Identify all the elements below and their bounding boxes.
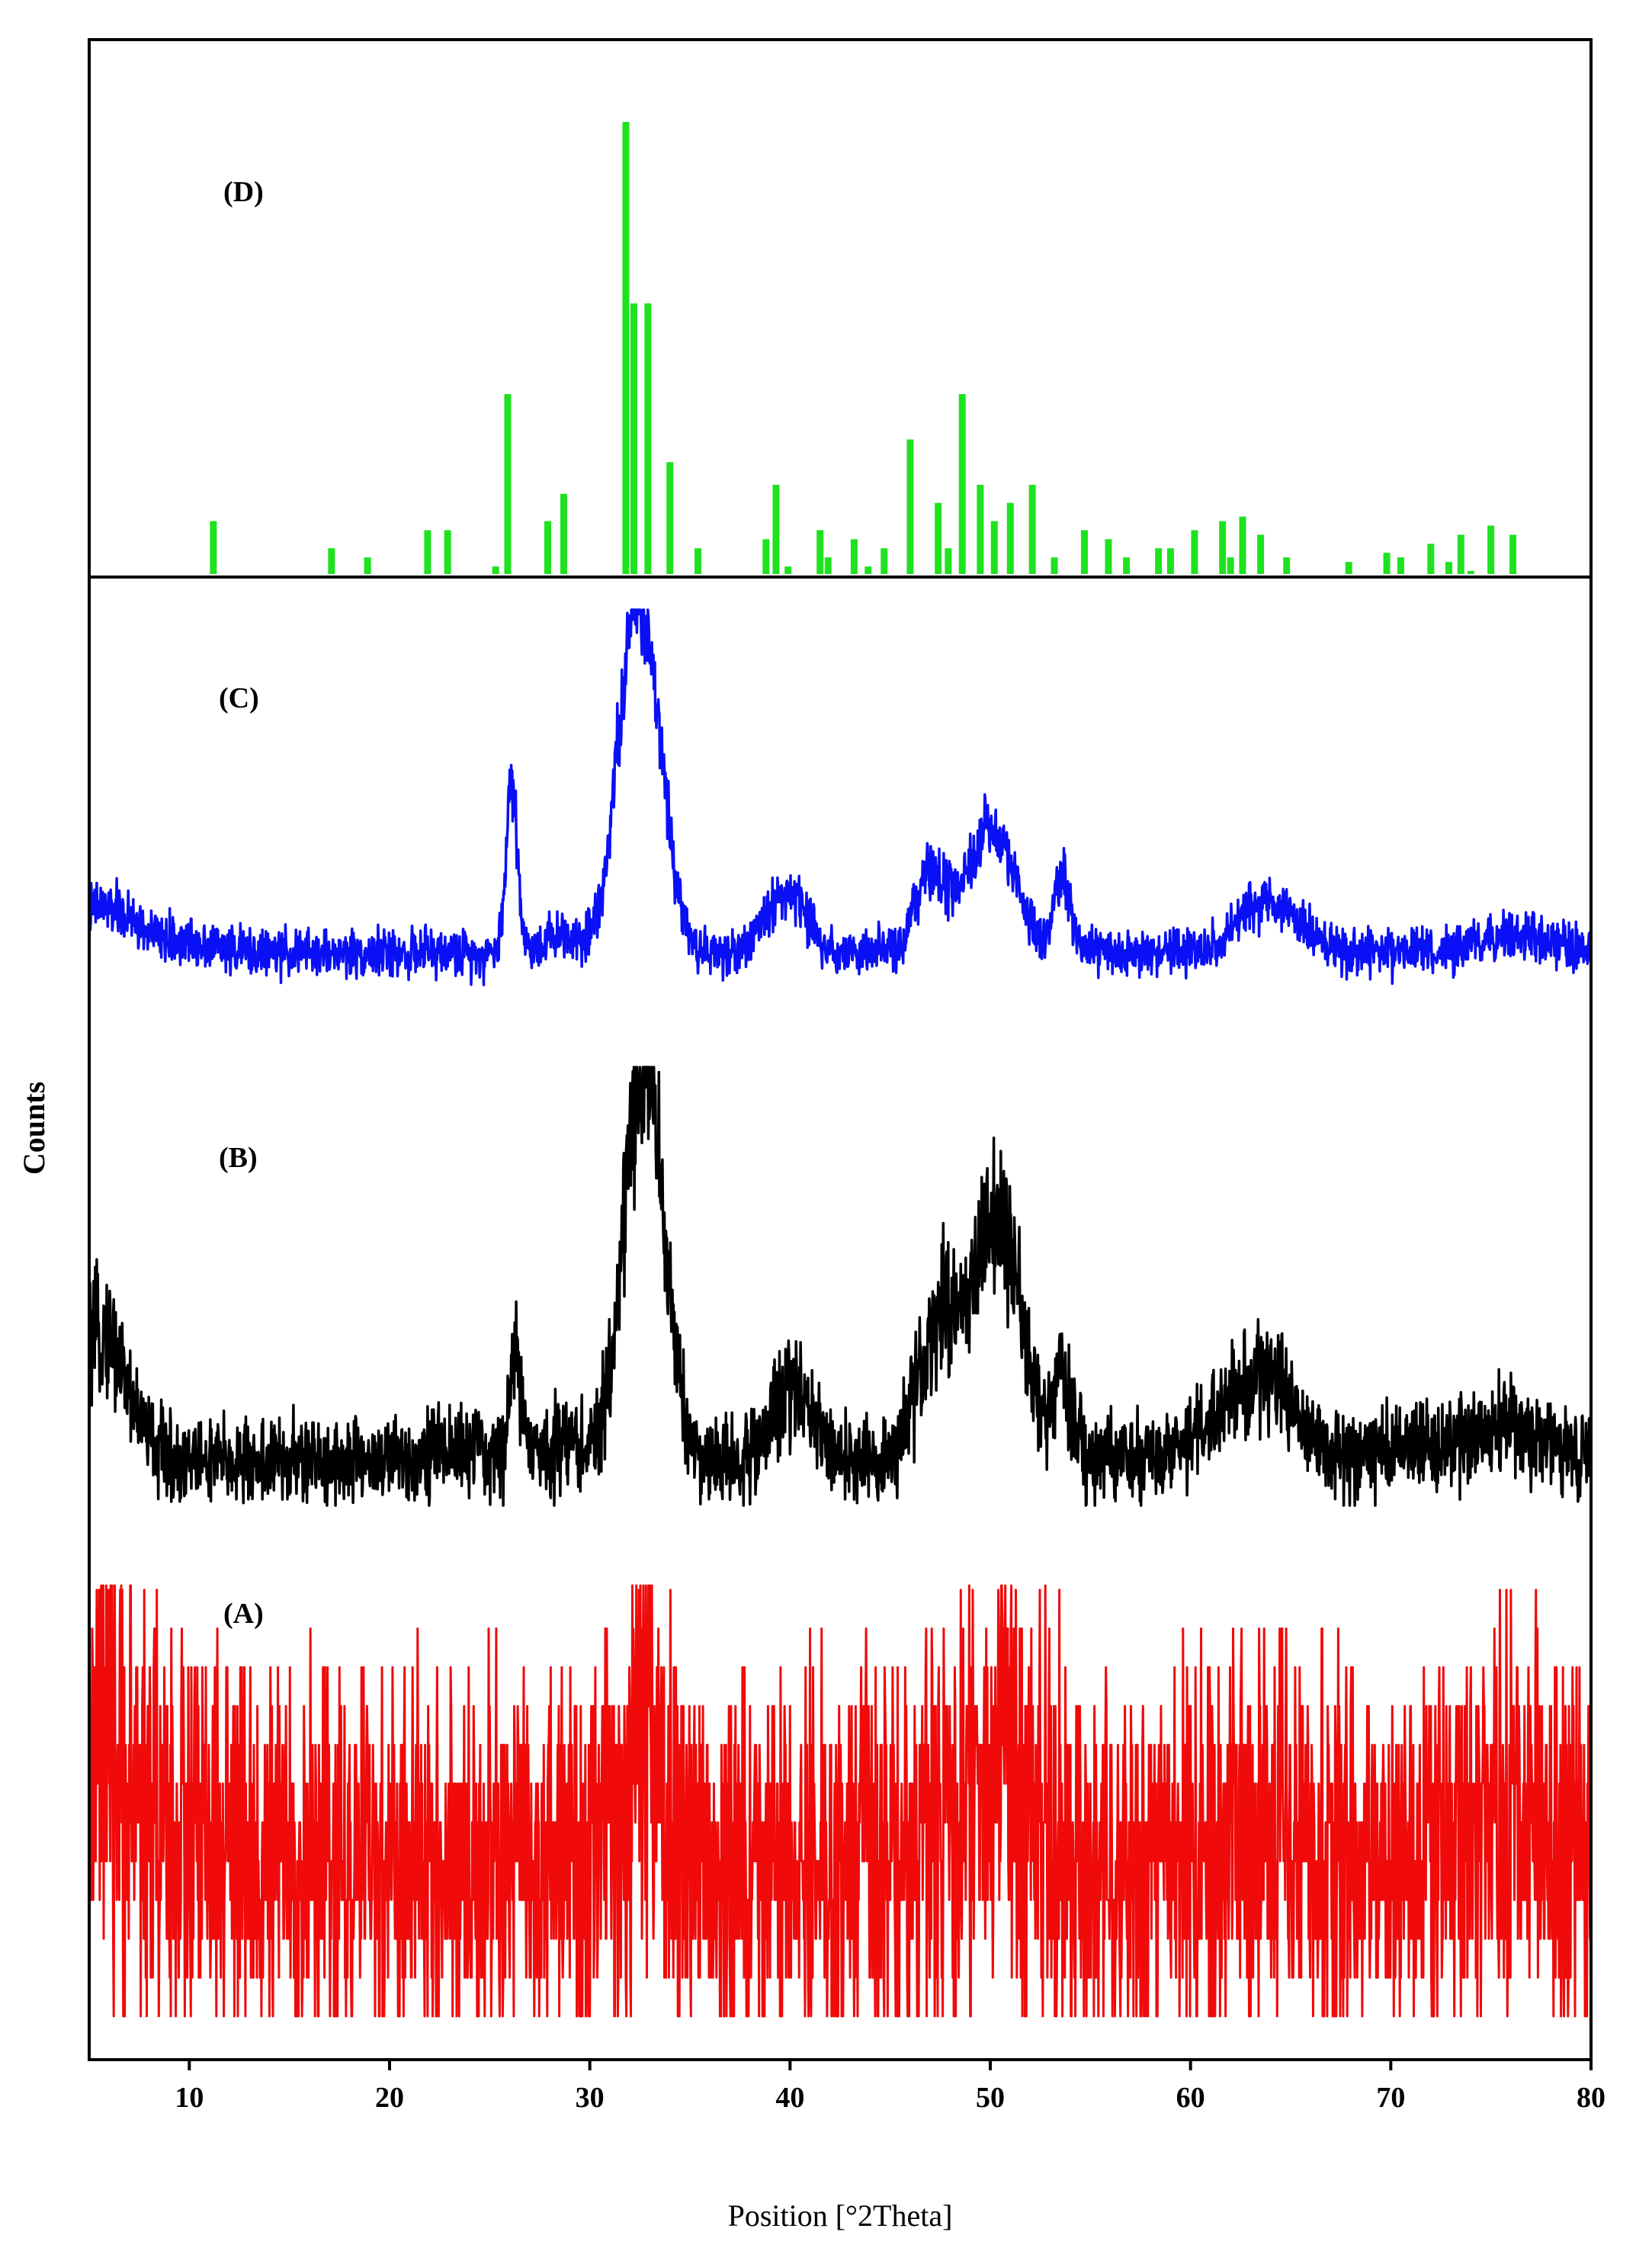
x-tick-label-70: 70 — [1376, 2082, 1405, 2114]
x-tick-label-60: 60 — [1176, 2082, 1205, 2114]
x-axis-title: Position [°2Theta] — [728, 2198, 953, 2233]
pattern-line-b — [88, 1066, 1593, 1507]
x-tick-label-40: 40 — [775, 2082, 804, 2114]
x-tick-label-50: 50 — [976, 2082, 1005, 2114]
panel-label-c: (C) — [219, 682, 259, 714]
x-tick-label-20: 20 — [375, 2082, 404, 2114]
pattern-line-a — [88, 1584, 1593, 2018]
pattern-line-c — [88, 608, 1593, 986]
panel-label-b: (B) — [219, 1142, 258, 1174]
panel-label-a: (A) — [223, 1598, 264, 1630]
x-tick-label-30: 30 — [576, 2082, 605, 2114]
x-tick-label-10: 10 — [175, 2082, 204, 2114]
panel-label-d: (D) — [223, 176, 264, 208]
panel-a — [88, 1584, 1593, 2018]
panel-b — [88, 1066, 1593, 1507]
plot-frame — [88, 38, 1593, 2061]
panel-c — [88, 608, 1593, 986]
x-tick-label-80: 80 — [1577, 2082, 1605, 2114]
y-axis-title: Counts — [17, 1082, 51, 1175]
panel-d — [210, 122, 1517, 574]
x-axis-ticks: 10 20 30 40 50 60 70 80 — [175, 2060, 1605, 2114]
